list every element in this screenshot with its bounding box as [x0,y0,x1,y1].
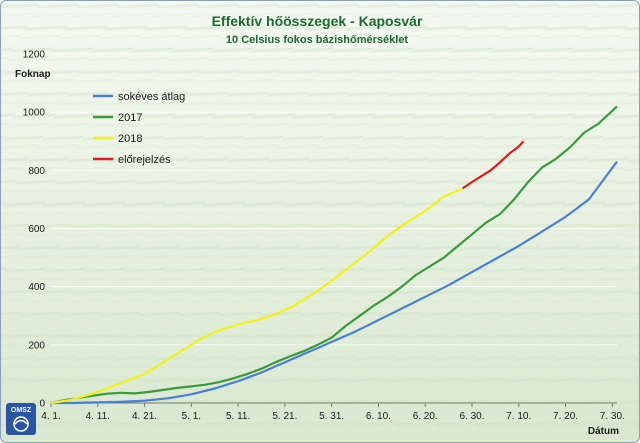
y-axis-label: Foknap [15,69,51,80]
x-tick-label: 4. 11. [86,411,110,422]
legend-label: sokéves átlag [118,91,185,103]
x-tick-label: 7. 30. [600,411,625,422]
x-tick-label: 4. 1. [41,411,60,422]
y-tick-label: 0 [39,399,45,410]
x-tick-label: 6. 30. [459,411,484,422]
grid [51,53,617,404]
series-line-2 [50,187,464,405]
series-line-0 [51,160,618,405]
series-line-3 [461,140,525,190]
series-lines [50,105,618,405]
y-tick-label: 200 [28,340,45,351]
logo-background [6,403,36,435]
y-tick-label: 1200 [23,50,46,61]
legend-label: előrejelzés [118,154,171,166]
legend: sokéves átlag 2017 2018 előrejelzés [93,91,185,166]
omsz-logo: OMSZ [6,403,36,435]
y-tick-label: 600 [28,224,45,235]
x-tick-label: 5. 21. [272,411,297,422]
chart-subtitle: 10 Celsius fokos bázishőmérséklet [226,34,409,46]
x-tick-label: 4. 21. [132,411,157,422]
x-axis-label: Dátum [588,426,619,437]
y-tick-label: 1000 [23,108,46,119]
legend-label: 2018 [118,133,142,145]
x-tick-label: 5. 11. [226,411,250,422]
legend-label: 2017 [118,112,142,124]
logo-wave-icon [14,419,28,425]
x-tick-label: 5. 31. [319,411,344,422]
x-tick-label: 7. 20. [553,411,578,422]
x-tick-label: 7. 10. [506,411,531,422]
x-tick-label: 6. 10. [366,411,391,422]
y-axis-ticks: 0 200 400 600 800 1000 1200 [23,50,46,410]
series-line-1 [50,105,618,405]
chart-title: Effektív hőösszegek - Kaposvár [212,13,423,29]
y-tick-label: 800 [28,166,45,177]
y-tick-label: 400 [28,282,45,293]
x-axis-ticks: 4. 1. 4. 11. 4. 21. 5. 1. 5. 11. 5. 21. 5. 31.… [41,403,625,422]
logo-label: OMSZ [11,407,32,414]
x-tick-label: 6. 20. [413,411,438,422]
x-tick-label: 5. 1. [182,411,201,422]
logo-swirl-icon [13,416,29,432]
